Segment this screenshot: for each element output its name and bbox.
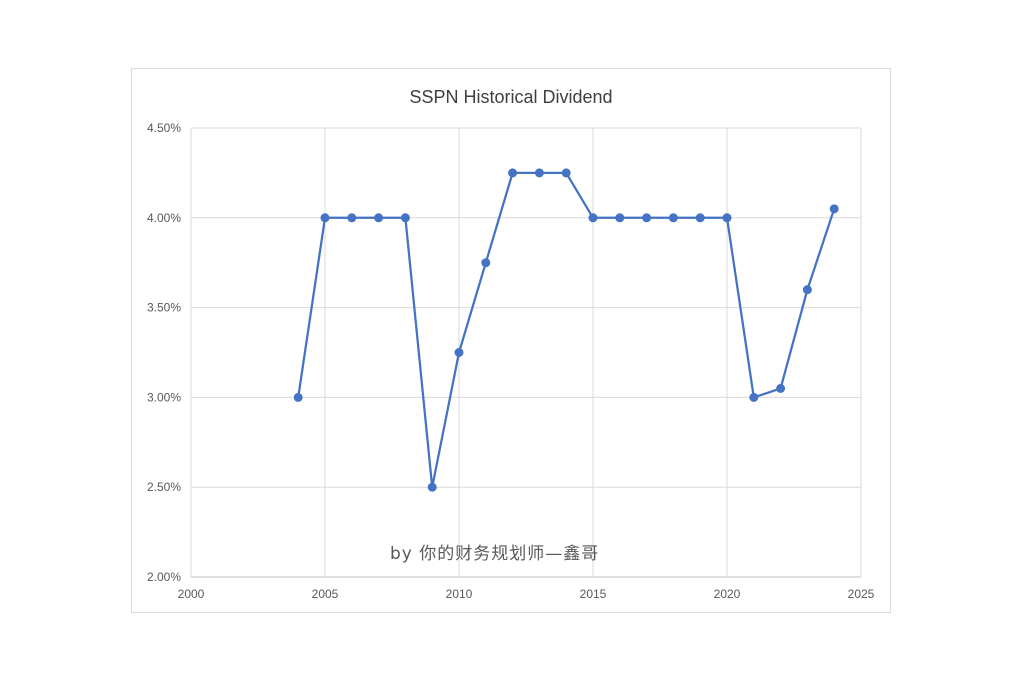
data-point	[534, 168, 544, 178]
y-tick-label: 3.50%	[147, 301, 181, 315]
x-tick-label: 2005	[312, 587, 339, 601]
x-tick-label: 2025	[848, 587, 875, 601]
y-tick-label: 4.50%	[147, 121, 181, 135]
y-tick-label: 4.00%	[147, 211, 181, 225]
x-tick-label: 2000	[178, 587, 205, 601]
data-point	[400, 213, 410, 223]
data-point	[320, 213, 330, 223]
data-point	[668, 213, 678, 223]
gridlines	[190, 127, 862, 578]
data-point	[347, 213, 357, 223]
chart-title: SSPN Historical Dividend	[409, 87, 612, 107]
data-points	[293, 168, 839, 492]
y-axis-tick-labels: 2.00% 2.50% 3.00% 3.50% 4.00% 4.50%	[147, 121, 181, 584]
data-point	[642, 213, 652, 223]
line-chart: SSPN Historical Dividend 2.00% 2.50% 3.00%…	[147, 87, 875, 601]
data-point	[454, 348, 464, 357]
data-point	[508, 168, 518, 178]
x-tick-label: 2020	[714, 587, 741, 601]
data-point	[561, 168, 571, 178]
data-point	[481, 258, 491, 268]
data-point	[374, 213, 384, 223]
data-point	[427, 482, 437, 492]
data-point	[829, 204, 839, 214]
data-point	[615, 213, 625, 223]
y-tick-label: 2.50%	[147, 480, 181, 494]
data-point	[588, 213, 598, 223]
x-axis-tick-labels: 2000 2005 2010 2015 2020 2025	[178, 587, 875, 601]
chart-frame: SSPN Historical Dividend 2.00% 2.50% 3.00%…	[131, 68, 891, 613]
x-tick-label: 2015	[580, 587, 607, 601]
data-point	[695, 213, 705, 223]
data-point	[776, 383, 786, 393]
data-point	[293, 392, 303, 402]
data-point	[802, 285, 812, 295]
x-tick-label: 2010	[446, 587, 473, 601]
watermark-text: by 你的财务规划师—鑫哥	[390, 544, 599, 564]
data-point	[722, 213, 732, 223]
y-tick-label: 2.00%	[147, 570, 181, 584]
y-tick-label: 3.00%	[147, 390, 181, 404]
data-point	[749, 392, 759, 402]
